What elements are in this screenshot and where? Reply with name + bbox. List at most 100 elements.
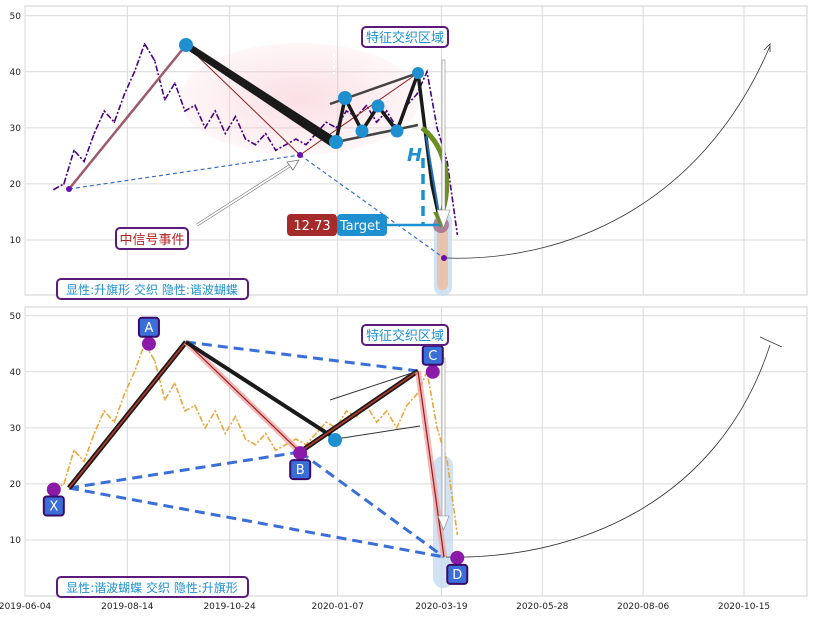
point-d-marker (450, 550, 465, 565)
price-point (73, 449, 75, 452)
price-point (395, 427, 398, 429)
y-tick-label: 40 (10, 368, 22, 378)
x-tick-label: 2020-08-06 (617, 602, 670, 612)
price-point (456, 233, 459, 236)
price-point (234, 415, 237, 418)
x-tick-label: 2019-06-04 (0, 602, 51, 612)
price-point (436, 427, 438, 429)
price-point (244, 438, 247, 440)
bottom-ab-leg (185, 341, 301, 453)
point-b-label: B (296, 463, 305, 478)
price-point (315, 432, 317, 435)
point-b-marker (293, 446, 308, 461)
point-x-label-box (42, 495, 65, 517)
price-point (73, 149, 75, 152)
bottom-zone-label-box (361, 324, 449, 346)
price-point (153, 359, 156, 362)
price-point (385, 410, 388, 412)
top-thin-line-a (185, 44, 301, 156)
bottom-xb-dash (68, 450, 301, 490)
y-tick-label: 10 (10, 536, 22, 546)
price-point (375, 121, 378, 124)
price-point (63, 183, 65, 185)
top-point-end (441, 255, 447, 261)
price-point (335, 127, 338, 129)
top-h-label: H (407, 145, 422, 166)
point-a-label-box (137, 316, 160, 338)
x-tick-label: 2020-10-15 (718, 602, 770, 612)
price-point (83, 160, 85, 163)
price-point (345, 110, 348, 112)
price-point (446, 460, 448, 463)
top-projection-arrowhead (763, 43, 771, 52)
price-point (456, 533, 459, 536)
point-x-label: X (49, 500, 58, 515)
top-zone-arrowhead (436, 209, 451, 229)
y-tick-label: 40 (10, 68, 22, 78)
point-b-label-box (289, 459, 312, 481)
price-point (174, 82, 176, 84)
price-point (204, 127, 206, 129)
price-point (375, 421, 378, 424)
top-thin-line-b (299, 72, 419, 156)
price-point (103, 410, 106, 412)
price-point (153, 59, 156, 62)
top-base-trendline-2 (299, 154, 445, 259)
price-point (83, 460, 85, 463)
x-tick-label: 2019-10-24 (203, 602, 256, 612)
price-point (103, 110, 106, 112)
point-a-label: A (144, 321, 153, 336)
price-point (325, 421, 327, 424)
top-base-trendline (68, 154, 301, 190)
xabcd-points: X A B C D (42, 316, 469, 585)
top-projection-curve (445, 45, 771, 259)
top-zone-label-box (361, 26, 449, 48)
bottom-grid: 10 20 30 40 50 (10, 307, 807, 596)
top-pattern-text: 显性:升旗形 交织 隐性:谐波蝴蝶 (66, 282, 238, 297)
price-point (194, 104, 196, 107)
price-point (133, 71, 136, 73)
top-signal-arrowhead (286, 159, 300, 171)
price-point (274, 449, 277, 452)
top-signal-arrow-line-inner (196, 162, 295, 226)
price-point (385, 110, 388, 112)
bottom-projection-curve (445, 344, 771, 558)
price-point (264, 432, 267, 435)
x-tick-label: 2019-08-14 (101, 602, 154, 612)
price-point (174, 382, 176, 384)
top-marker-f (390, 124, 404, 138)
bottom-xa-leg-inner (68, 341, 187, 489)
price-point (93, 132, 95, 135)
price-point (143, 42, 146, 45)
top-marker-g (412, 67, 424, 79)
top-pole-line (68, 44, 187, 190)
bottom-bd-dash (299, 450, 445, 559)
y-tick-label: 30 (10, 124, 22, 134)
bottom-projection-cap (759, 336, 783, 348)
point-d-label: D (452, 568, 462, 583)
point-d-label-box (446, 563, 469, 585)
price-point (325, 121, 327, 124)
point-x-marker (46, 482, 61, 497)
price-point (426, 71, 428, 73)
price-point (163, 399, 166, 401)
x-tick-label: 2020-05-28 (516, 602, 569, 612)
price-point (113, 421, 116, 424)
top-target-value-box (287, 214, 337, 236)
top-thick-wedge (186, 41, 336, 146)
price-point (244, 138, 247, 140)
price-point (436, 127, 438, 129)
bottom-zone-label: 特征交织区域 (366, 328, 444, 344)
top-price-series (53, 41, 459, 236)
top-target-value: 12.73 (293, 219, 330, 234)
top-zone-arrow-shaft (441, 59, 446, 211)
price-point (264, 132, 267, 135)
bottom-ac-dash (185, 340, 419, 373)
bottom-channel-marker (328, 433, 342, 447)
price-point (224, 132, 227, 135)
price-point (194, 404, 196, 407)
price-point (284, 443, 287, 446)
price-point (63, 483, 65, 485)
